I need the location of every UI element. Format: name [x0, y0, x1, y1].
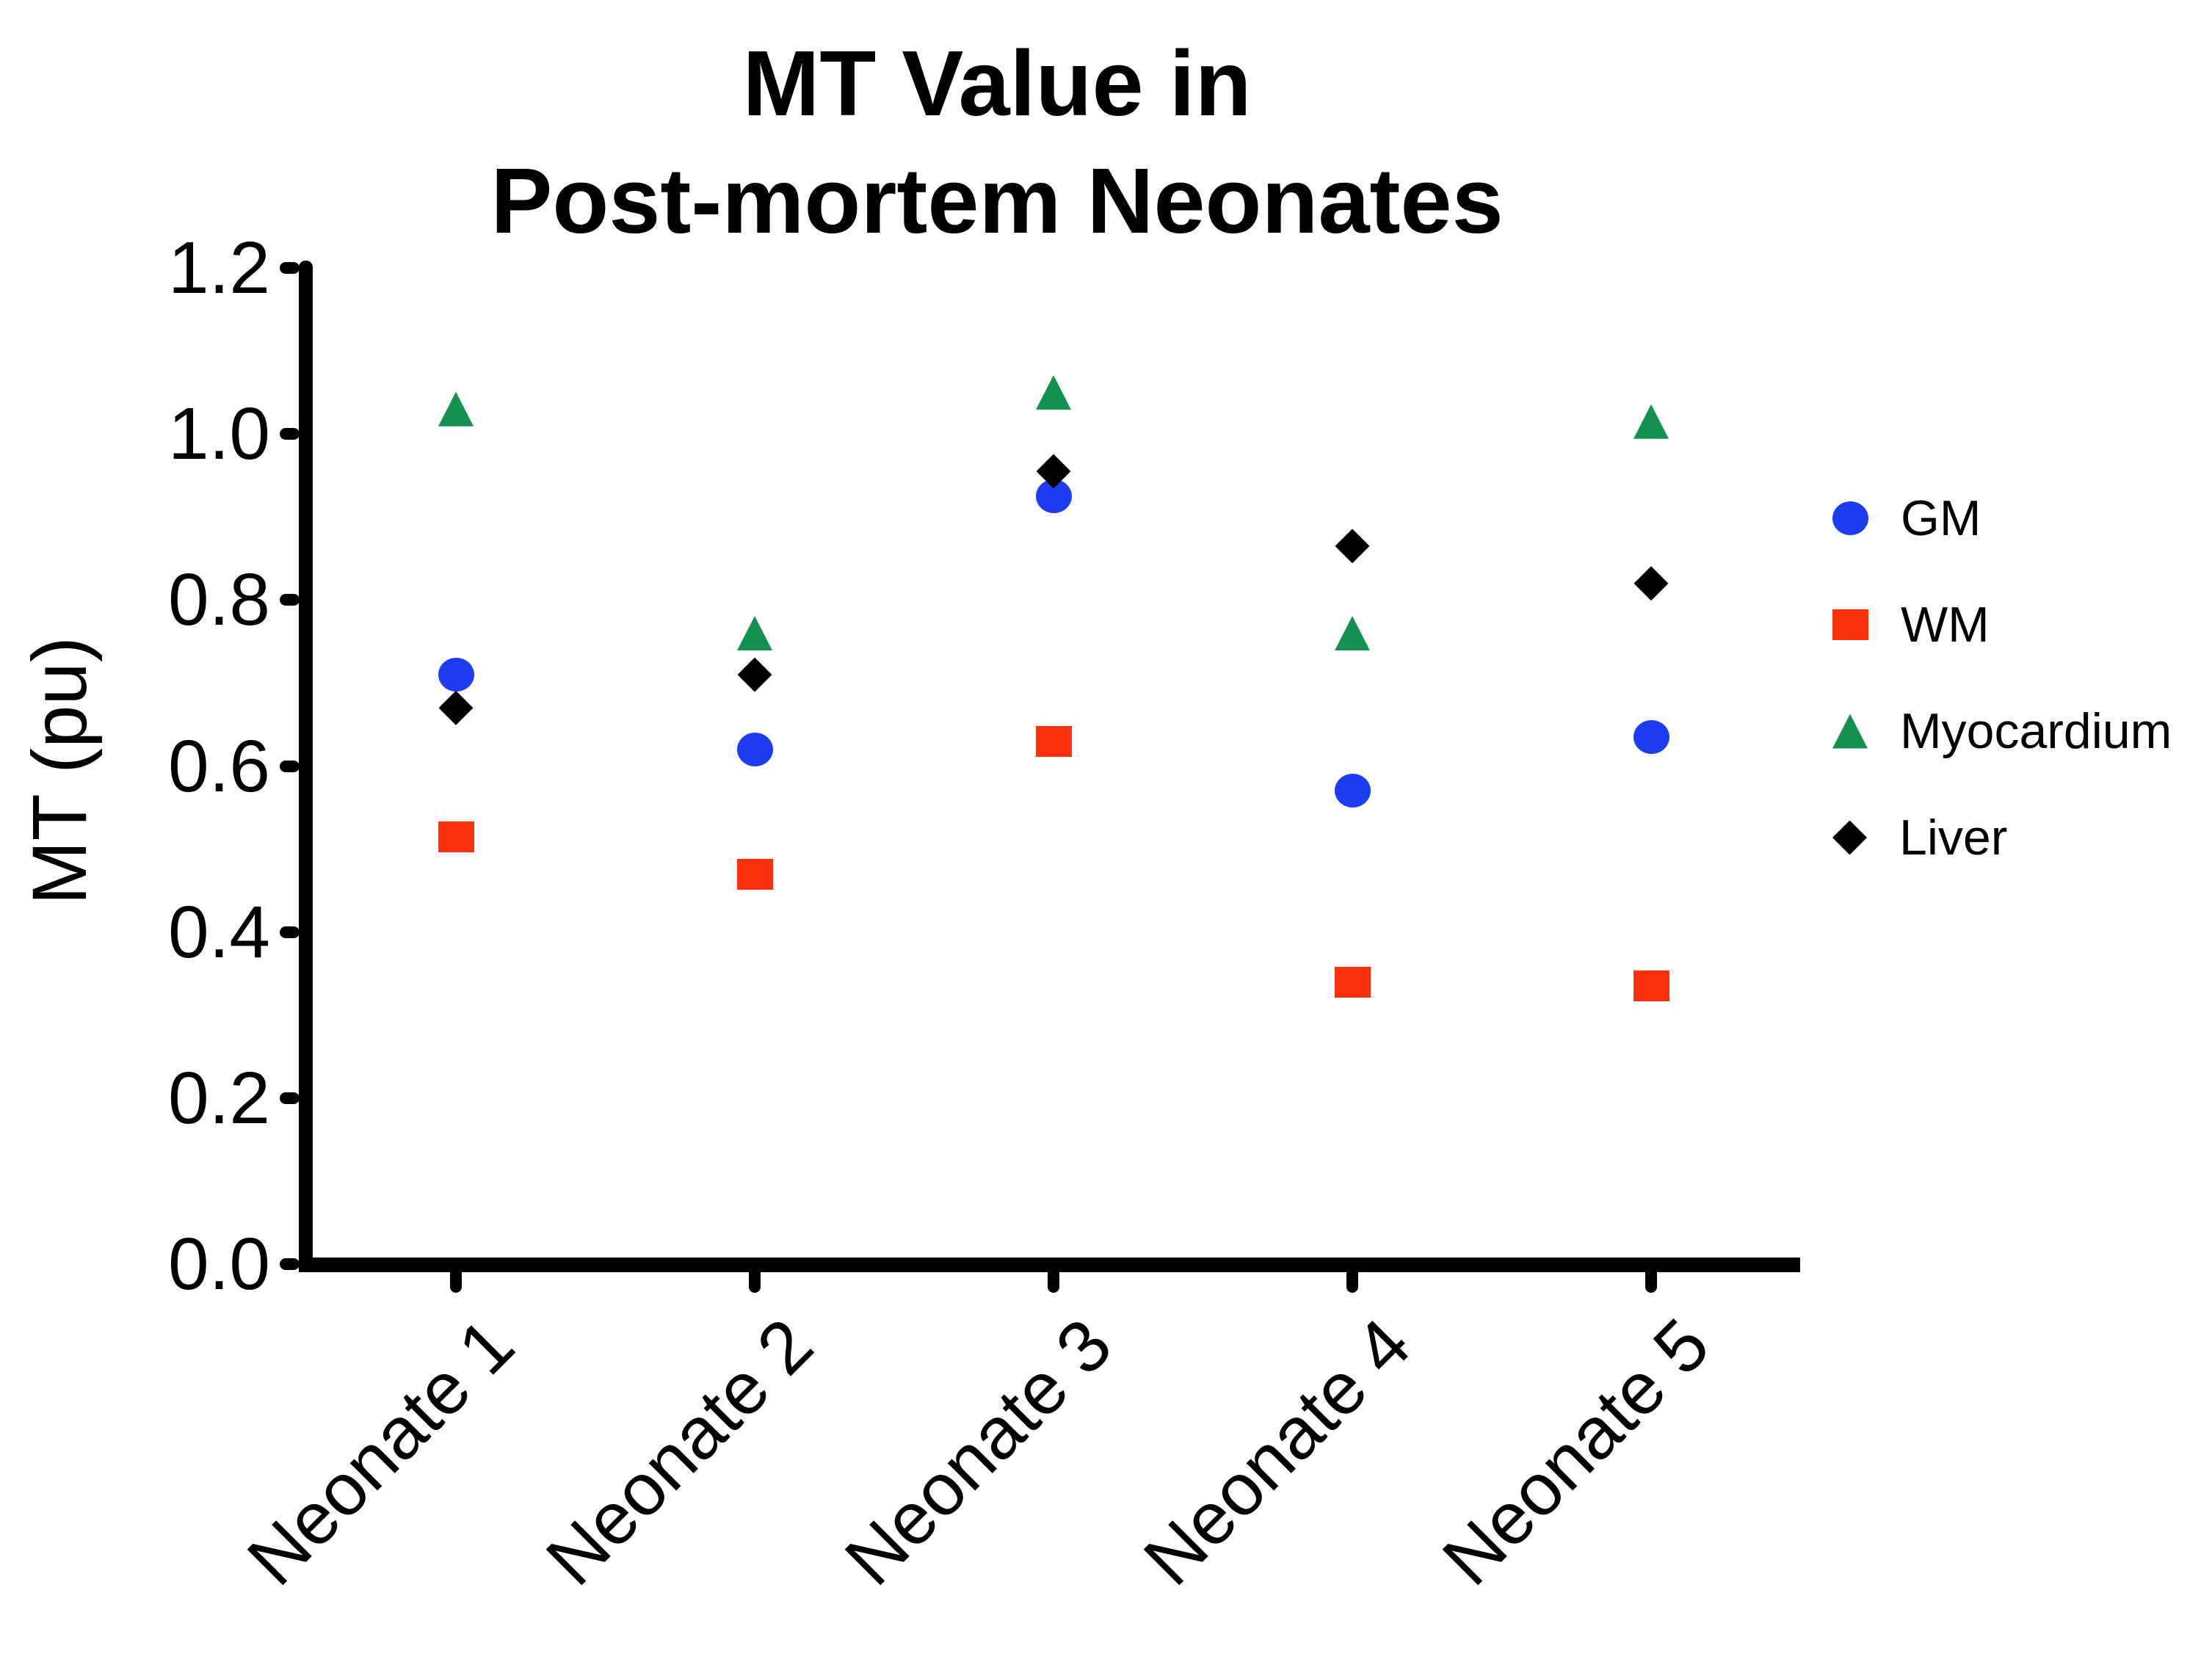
y-axis-line: [299, 261, 313, 1272]
y-tick-label: 0.2: [167, 1056, 270, 1139]
point-myocardium-4: [1335, 616, 1370, 651]
legend-label-gm: GM: [1901, 490, 1981, 546]
y-tick-label: 0.8: [167, 559, 270, 642]
x-tick: [1645, 1271, 1657, 1293]
y-tick: [280, 594, 300, 606]
y-tick: [280, 1258, 300, 1270]
y-tick-label: 1.2: [167, 227, 270, 309]
y-tick: [280, 262, 300, 274]
y-tick: [280, 428, 300, 440]
x-tick: [1048, 1271, 1059, 1293]
point-liver-4: [1335, 529, 1370, 564]
point-myocardium-3: [1036, 375, 1071, 410]
legend-item-liver: Liver: [1832, 810, 2007, 865]
point-myocardium-2: [737, 616, 772, 651]
point-wm-3: [1035, 725, 1072, 757]
y-tick-label: 0.4: [167, 890, 270, 973]
point-liver-5: [1633, 566, 1669, 601]
point-gm-4: [1334, 774, 1371, 808]
point-wm-4: [1334, 966, 1371, 998]
legend-marker-square-icon: [1832, 609, 1868, 640]
legend-marker-diamond-icon: [1832, 820, 1867, 855]
x-tick: [1346, 1271, 1358, 1293]
y-tick: [280, 926, 300, 938]
y-tick: [280, 1092, 300, 1104]
point-gm-2: [736, 732, 773, 766]
chart-canvas: MT Value in Post-mortem Neonates MT (pu)…: [17, 25, 2172, 1601]
legend-marker-triangle-icon: [1832, 714, 1868, 749]
point-wm-1: [438, 821, 474, 852]
chart-title-line2: Post-mortem Neonates: [490, 149, 1504, 253]
y-tick: [280, 760, 300, 772]
point-gm-1: [438, 658, 474, 692]
y-tick-label: 0.0: [167, 1223, 270, 1305]
legend-label-wm: WM: [1901, 597, 1990, 653]
point-liver-1: [438, 690, 474, 725]
point-myocardium-1: [438, 391, 474, 427]
y-tick-label: 1.0: [167, 393, 270, 476]
point-wm-5: [1633, 970, 1669, 1002]
legend-item-myocardium: Myocardium: [1832, 703, 2172, 759]
legend-item-wm: WM: [1832, 597, 1990, 653]
legend-item-gm: GM: [1832, 490, 1981, 546]
chart-title: MT Value in Post-mortem Neonates: [189, 25, 1805, 260]
point-myocardium-5: [1633, 404, 1669, 439]
point-wm-2: [736, 858, 773, 890]
x-axis-line: [299, 1258, 1800, 1272]
legend-label-myocardium: Myocardium: [1900, 703, 2172, 759]
x-tick: [450, 1271, 462, 1293]
legend-label-liver: Liver: [1899, 810, 2008, 865]
x-tick: [749, 1271, 761, 1293]
point-gm-5: [1633, 719, 1669, 754]
legend-marker-circle-icon: [1832, 501, 1868, 535]
chart-title-line1: MT Value in: [742, 32, 1252, 135]
y-tick-label: 0.6: [167, 725, 270, 808]
point-liver-2: [737, 657, 772, 692]
